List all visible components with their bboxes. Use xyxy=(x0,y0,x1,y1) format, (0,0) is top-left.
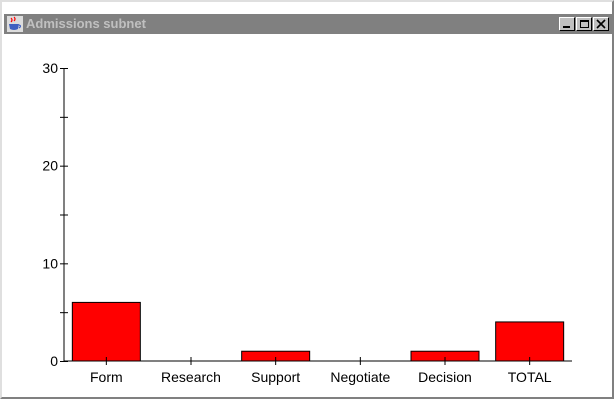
x-tick-label: Form xyxy=(90,369,123,385)
window-title: Admissions subnet xyxy=(26,16,146,31)
chart-area: 0 10 20 30 Form Research Support Negotiate Decis… xyxy=(6,36,612,397)
maximize-icon xyxy=(580,20,589,28)
y-tick-label: 20 xyxy=(42,158,58,174)
x-tick-label: TOTAL xyxy=(508,369,552,385)
close-button[interactable] xyxy=(593,17,609,31)
title-bar[interactable]: Admissions subnet xyxy=(4,14,612,34)
bar xyxy=(495,321,565,362)
y-tick-label: 0 xyxy=(50,353,58,369)
java-cup-icon xyxy=(7,16,23,32)
bar-chart: 0 10 20 30 Form Research Support Negotiate Decis… xyxy=(42,60,572,385)
bar xyxy=(71,301,141,362)
x-tick-label: Decision xyxy=(418,369,472,385)
minimize-button[interactable] xyxy=(559,17,575,31)
close-icon xyxy=(596,19,606,29)
minimize-icon xyxy=(563,26,570,28)
y-tick-label: 30 xyxy=(42,60,58,76)
y-tick-label: 10 xyxy=(42,255,58,271)
x-tick-label: Research xyxy=(161,369,221,385)
x-tick-label: Negotiate xyxy=(330,369,390,385)
maximize-button[interactable] xyxy=(576,17,592,31)
x-tick-label: Support xyxy=(251,369,300,385)
